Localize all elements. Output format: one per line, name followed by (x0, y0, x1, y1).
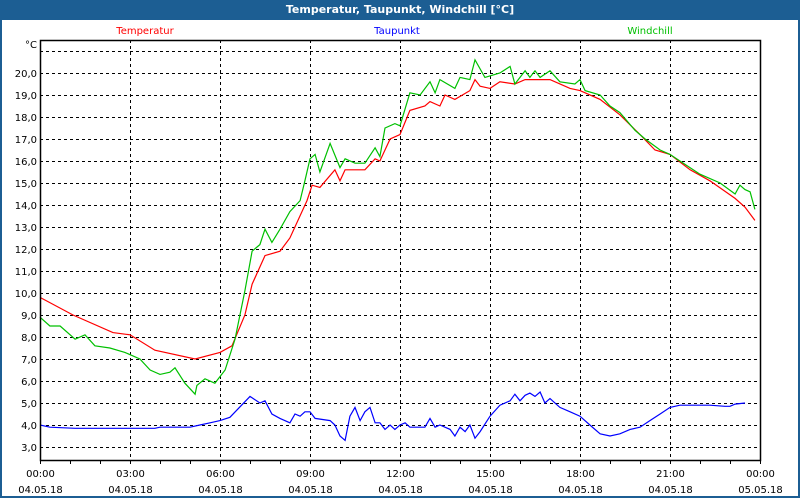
y-tick-label: 5,0 (21, 399, 37, 410)
legend-temperature: Temperatur (115, 26, 174, 37)
y-tick-label: 9,0 (21, 311, 37, 322)
y-axis-unit: °C (25, 40, 37, 51)
y-tick-label: 14,0 (15, 201, 37, 212)
x-tick-time: 15:00 (476, 469, 505, 480)
y-tick-label: 7,0 (21, 355, 37, 366)
y-tick-label: 20,0 (15, 69, 37, 80)
y-tick-label: 17,0 (15, 135, 37, 146)
x-tick-date: 05.05.18 (738, 485, 783, 496)
x-tick-date: 04.05.18 (648, 485, 693, 496)
x-tick-time: 18:00 (566, 469, 595, 480)
x-tick-date: 04.05.18 (198, 485, 243, 496)
x-tick-time: 09:00 (296, 469, 325, 480)
series-line-temperature (39, 78, 756, 360)
plot-frame (39, 39, 762, 462)
legend-dewpoint: Taupunkt (373, 26, 420, 37)
y-tick-label: 18,0 (15, 113, 37, 124)
x-tick-date: 04.05.18 (378, 485, 423, 496)
y-tick-label: 3,0 (21, 443, 37, 454)
x-tick-date: 04.05.18 (288, 485, 333, 496)
series-line-windchill (39, 58, 756, 396)
y-tick-label: 16,0 (15, 157, 37, 168)
y-tick-label: 19,0 (15, 91, 37, 102)
x-tick-date: 04.05.18 (18, 485, 63, 496)
y-tick-label: 4,0 (21, 421, 37, 432)
window-title: Temperatur, Taupunkt, Windchill [°C] (0, 0, 800, 20)
y-tick-label: 11,0 (15, 267, 37, 278)
x-tick-time: 00:00 (26, 469, 55, 480)
x-tick-date: 04.05.18 (108, 485, 153, 496)
x-tick-time: 12:00 (386, 469, 415, 480)
y-tick-label: 15,0 (15, 179, 37, 190)
y-tick-label: 8,0 (21, 333, 37, 344)
series-line-dewpoint (39, 391, 746, 442)
x-tick-time: 06:00 (206, 469, 235, 480)
x-tick-date: 04.05.18 (468, 485, 513, 496)
y-tick-label: 12,0 (15, 245, 37, 256)
x-tick-time: 00:00 (746, 469, 775, 480)
x-tick-date: 04.05.18 (558, 485, 603, 496)
y-tick-label: 13,0 (15, 223, 37, 234)
x-tick-time: 03:00 (116, 469, 145, 480)
y-tick-label: 6,0 (21, 377, 37, 388)
x-tick-time: 21:00 (656, 469, 685, 480)
y-tick-label: 10,0 (15, 289, 37, 300)
legend-windchill: Windchill (627, 26, 672, 37)
